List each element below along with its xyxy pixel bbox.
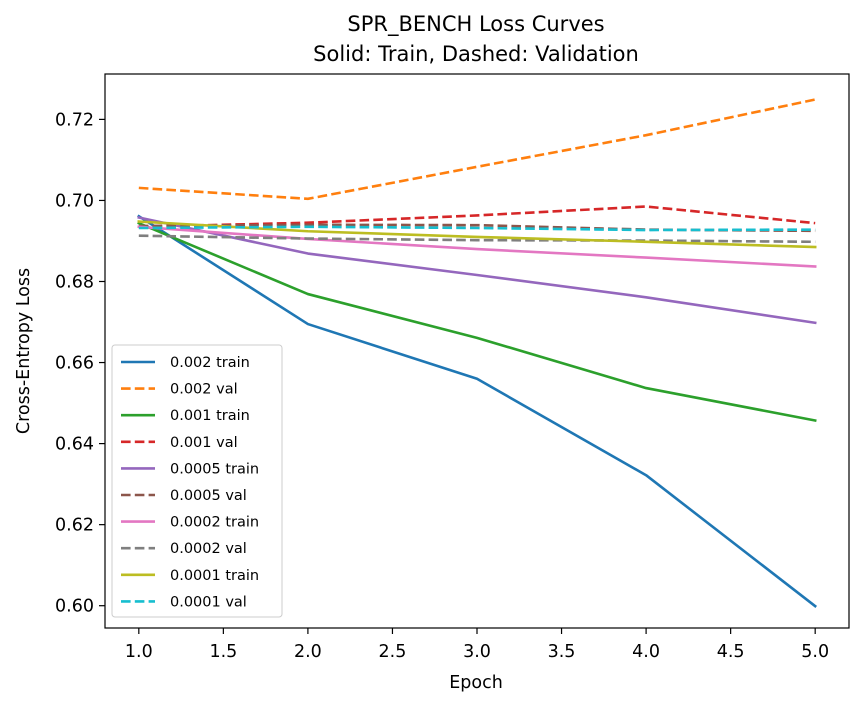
- y-tick-label: 0.70: [55, 191, 94, 211]
- legend-label-5: 0.0005 val: [170, 488, 247, 504]
- chart-title: SPR_BENCH Loss Curves: [347, 12, 604, 37]
- y-tick-label: 0.60: [55, 597, 94, 617]
- x-tick-label: 4.0: [632, 642, 660, 662]
- x-tick-label: 1.0: [125, 642, 153, 662]
- series-line-2: [137, 221, 817, 423]
- series-line-1: [138, 98, 816, 201]
- x-tick-label: 1.5: [209, 642, 237, 662]
- x-tick-label: 3.0: [463, 642, 491, 662]
- series-line-6: [137, 225, 817, 268]
- y-tick-label: 0.66: [55, 354, 94, 374]
- y-axis: 0.60 0.62 0.64 0.66 0.68 0.70 0.72: [55, 110, 105, 617]
- legend-label-1: 0.002 val: [170, 382, 238, 398]
- series-line-7: [138, 234, 816, 244]
- legend-label-4: 0.0005 train: [170, 461, 259, 477]
- legend-label-8: 0.0001 train: [170, 568, 259, 584]
- y-axis-label: Cross-Entropy Loss: [14, 268, 34, 434]
- series-line-0: [137, 214, 818, 608]
- y-tick-label: 0.72: [55, 110, 94, 130]
- x-tick-label: 2.5: [379, 642, 407, 662]
- y-tick-label: 0.62: [55, 516, 94, 536]
- legend-label-2: 0.001 train: [170, 408, 250, 424]
- y-tick-label: 0.64: [55, 435, 94, 455]
- legend-label-3: 0.001 val: [170, 435, 238, 451]
- y-tick-label: 0.68: [55, 272, 94, 292]
- legend-label-6: 0.0002 train: [170, 515, 259, 531]
- legend: 0.002 train 0.002 val 0.001 train 0.001 val…: [111, 344, 283, 618]
- x-tick-label: 4.5: [717, 642, 745, 662]
- legend-label-9: 0.0001 val: [170, 594, 247, 610]
- series-line-3: [138, 205, 816, 229]
- x-tick-label: 3.5: [548, 642, 576, 662]
- chart-subtitle: Solid: Train, Dashed: Validation: [313, 42, 639, 66]
- legend-label-7: 0.0002 val: [170, 541, 247, 557]
- x-tick-label: 5.0: [801, 642, 829, 662]
- series-line-4: [137, 215, 817, 325]
- x-axis-label: Epoch: [449, 673, 503, 693]
- series-line-9: [138, 225, 816, 232]
- legend-label-0: 0.002 train: [170, 355, 250, 371]
- x-tick-label: 2.0: [294, 642, 322, 662]
- x-axis: 1.0 1.5 2.0 2.5 3.0 3.5 4.0 4.5 5.0: [125, 628, 829, 662]
- series-layer: [137, 98, 818, 608]
- series-line-5: [138, 223, 816, 233]
